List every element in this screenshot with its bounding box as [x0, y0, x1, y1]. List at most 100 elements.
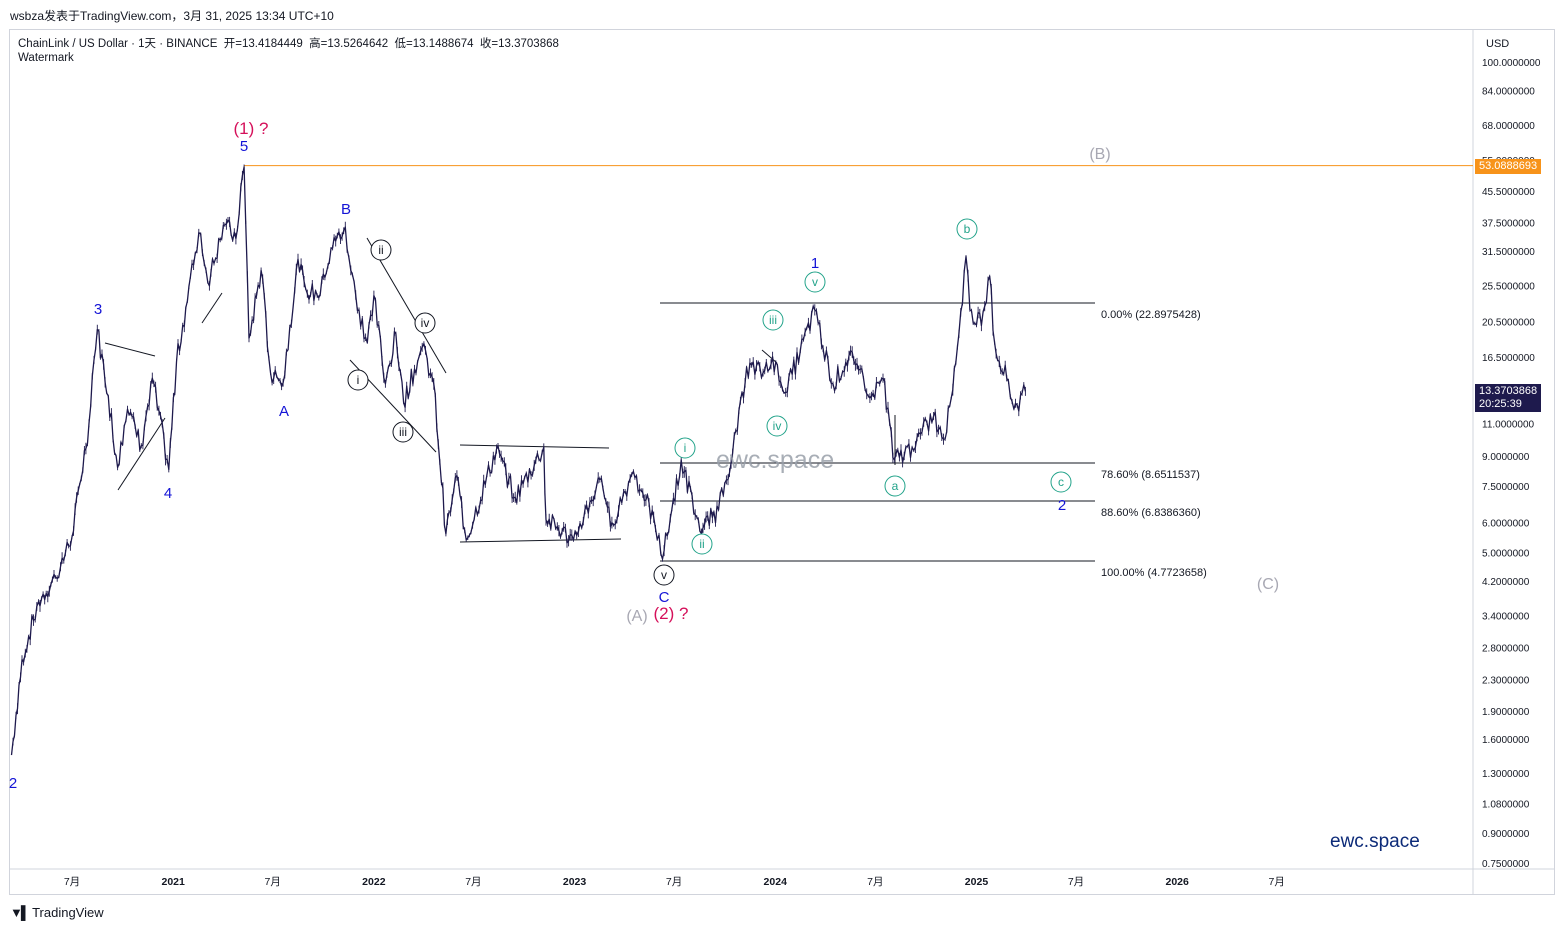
fib-label-0: 0.00% (22.8975428)	[1101, 309, 1201, 321]
x-tick-label: 7月	[465, 876, 481, 888]
last-price-value: 13.3703868	[1479, 385, 1538, 397]
x-tick-label: 7月	[666, 876, 682, 888]
wave-label-teal-a[interactable]: a	[892, 479, 899, 493]
x-tick-label: 2022	[362, 876, 386, 888]
triangle-top-line[interactable]	[104, 342, 156, 357]
wave-label-B-gray[interactable]: (B)	[1089, 146, 1110, 163]
circle-teal-i	[674, 437, 696, 459]
y-tick-label: 3.4000000	[1482, 612, 1530, 623]
y-tick-label: 4.2000000	[1482, 577, 1530, 588]
orange-line-price-label[interactable]: 53.0888693	[1475, 158, 1542, 174]
circle-ii	[370, 239, 392, 261]
time-axis[interactable]: 7月 2021 7月 2022 7月 2023 7月 2024 7月 2025 7月 2026 7月	[64, 876, 1285, 888]
wave-label-A-gray[interactable]: (A)	[626, 608, 647, 625]
y-tick-label: 16.5000000	[1482, 353, 1535, 364]
circle-teal-ii	[691, 533, 713, 555]
price-series-range	[12, 164, 1026, 746]
y-tick-label: 0.7500000	[1482, 859, 1530, 870]
wave-label-iii[interactable]: iii	[399, 425, 407, 439]
elliott-labels-red[interactable]: (1) ? (2) ?	[234, 119, 689, 623]
circle-teal-iii	[762, 309, 784, 331]
y-tick-label: 37.5000000	[1482, 219, 1535, 230]
wave-label-C-gray[interactable]: (C)	[1257, 576, 1279, 593]
symbol-title[interactable]: ChainLink / US Dollar · 1天 · BINANCE	[18, 38, 218, 50]
x-tick-label: 7月	[1269, 876, 1285, 888]
watermark-indicator-label[interactable]: Watermark	[18, 52, 74, 64]
y-tick-label: 20.5000000	[1482, 317, 1535, 328]
range-top-line[interactable]	[459, 444, 610, 449]
wave-label-B[interactable]: B	[341, 201, 351, 218]
watermark-center: ewc.space	[716, 446, 835, 474]
x-tick-label: 2025	[965, 876, 989, 888]
wave-label-teal-v[interactable]: v	[812, 275, 818, 289]
y-tick-label: 2.3000000	[1482, 676, 1530, 687]
wave-label-i[interactable]: i	[357, 373, 360, 387]
channel-upper-line[interactable]	[366, 237, 447, 374]
tradingview-logo[interactable]: ▼▌ TradingView	[10, 905, 104, 920]
y-tick-label: 31.5000000	[1482, 247, 1535, 258]
circle-iv	[414, 312, 436, 334]
triangle-bottom-line[interactable]	[117, 417, 166, 491]
bar-countdown: 20:25:39	[1479, 398, 1522, 410]
y-tick-label: 1.6000000	[1482, 735, 1530, 746]
wave-label-2-red[interactable]: (2) ?	[654, 604, 689, 623]
y-tick-label: 11.0000000	[1482, 419, 1535, 430]
circle-teal-v	[804, 271, 826, 293]
fib-label-786: 78.60% (8.6511537)	[1101, 469, 1200, 481]
elliott-labels-teal-circled[interactable]: i ii iii iv v a b c	[674, 218, 1072, 555]
fib-label-100: 100.00% (4.7723658)	[1101, 567, 1207, 579]
wedge-line-2021[interactable]	[201, 292, 223, 324]
currency-label[interactable]: USD	[1486, 38, 1510, 50]
wave-label-A[interactable]: A	[279, 403, 289, 420]
wave-label-teal-c[interactable]: c	[1058, 475, 1064, 489]
publish-caption: wsbza发表于TradingView.com，3月 31, 2025 13:3…	[10, 9, 334, 23]
wave-label-5[interactable]: 5	[240, 138, 248, 155]
y-tick-label: 2.8000000	[1482, 643, 1530, 654]
circle-iii	[392, 421, 414, 443]
wave-label-iv[interactable]: iv	[421, 316, 430, 330]
wave-label-ii[interactable]: ii	[378, 243, 383, 257]
price-axis[interactable]: 100.000000084.000000068.000000055.000000…	[1482, 58, 1541, 870]
wave-label-4[interactable]: 4	[164, 485, 172, 502]
wave-label-C[interactable]: C	[659, 589, 670, 606]
wave-label-2[interactable]: 2	[1058, 497, 1066, 514]
last-price-label[interactable]: 13.3703868 20:25:39	[1475, 384, 1542, 412]
wave-label-1[interactable]: 1	[811, 255, 819, 272]
x-tick-label: 7月	[867, 876, 883, 888]
circle-v	[653, 564, 675, 586]
symbol-legend[interactable]: ChainLink / US Dollar · 1天 · BINANCE 开=1…	[18, 35, 559, 51]
watermark-corner: ewc.space	[1330, 831, 1420, 852]
x-tick-label: 7月	[64, 876, 80, 888]
y-tick-label: 1.3000000	[1482, 769, 1530, 780]
x-tick-label: 2021	[161, 876, 185, 888]
circle-i	[347, 369, 369, 391]
wave-label-teal-ii[interactable]: ii	[699, 537, 704, 551]
wave-label-2-left[interactable]: 2	[9, 775, 17, 792]
trendline-drawings[interactable]	[104, 237, 896, 543]
x-tick-label: 2026	[1165, 876, 1189, 888]
wave-label-teal-iv[interactable]: iv	[773, 419, 782, 433]
elliott-labels-black-circled[interactable]: ii iv i iii v	[347, 239, 675, 586]
elliott-labels-gray[interactable]: (A) (B) (C)	[626, 146, 1279, 625]
range-bottom-line[interactable]	[459, 538, 622, 543]
wave-label-teal-i[interactable]: i	[684, 441, 687, 455]
fib-label-886: 88.60% (6.8386360)	[1101, 507, 1201, 519]
wave-label-teal-b[interactable]: b	[964, 222, 971, 236]
y-tick-label: 7.5000000	[1482, 482, 1530, 493]
wave-label-teal-iii[interactable]: iii	[769, 313, 777, 327]
wave-label-v[interactable]: v	[661, 568, 667, 582]
y-tick-label: 100.0000000	[1482, 58, 1541, 69]
circle-teal-a	[884, 475, 906, 497]
price-series-line[interactable]	[10, 166, 1027, 756]
x-tick-label: 7月	[1068, 876, 1084, 888]
circle-teal-b	[956, 218, 978, 240]
elliott-labels-blue[interactable]: 2 3 4 5 A B C 1 2	[9, 138, 1066, 792]
small-pennant-line[interactable]	[761, 349, 778, 364]
y-tick-label: 1.9000000	[1482, 707, 1530, 718]
y-tick-label: 9.0000000	[1482, 452, 1530, 463]
y-tick-label: 84.0000000	[1482, 87, 1535, 98]
wave-label-3[interactable]: 3	[94, 301, 102, 318]
wave-label-1-red[interactable]: (1) ?	[234, 119, 269, 138]
ohlc-close: 收=13.3703868	[479, 38, 559, 50]
